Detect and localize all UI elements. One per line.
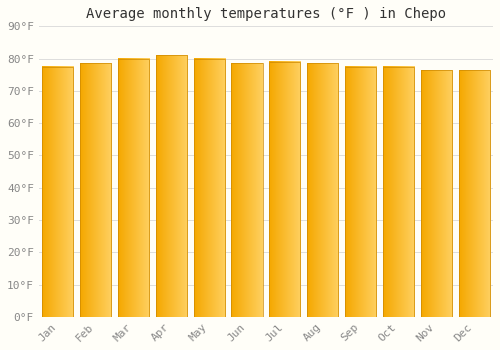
Bar <box>307 63 338 317</box>
Bar <box>194 58 224 317</box>
Bar <box>345 66 376 317</box>
Bar <box>42 66 74 317</box>
Bar <box>270 62 300 317</box>
Bar <box>383 66 414 317</box>
Bar <box>421 70 452 317</box>
Title: Average monthly temperatures (°F ) in Chepo: Average monthly temperatures (°F ) in Ch… <box>86 7 446 21</box>
Bar <box>232 63 262 317</box>
Bar <box>118 58 149 317</box>
Bar <box>458 70 490 317</box>
Bar <box>156 55 187 317</box>
Bar <box>80 63 111 317</box>
